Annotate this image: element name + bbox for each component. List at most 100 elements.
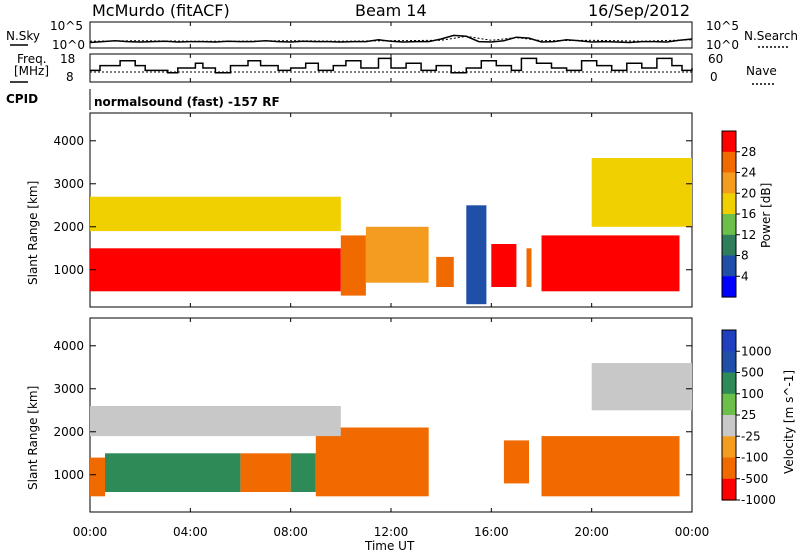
freq-left-label-1: Freq. bbox=[17, 52, 47, 66]
velocity-colorbar: 1000 500 100 25 -25 -100 -500 -1000 bbox=[721, 329, 776, 507]
colorbar-swatch bbox=[722, 457, 736, 480]
noise-right-tick-top: 10^5 bbox=[706, 19, 739, 33]
colorbar-tick-label: 1000 bbox=[741, 344, 772, 358]
colorbar-swatch bbox=[722, 131, 736, 153]
colorbar-tick-label: 28 bbox=[741, 145, 756, 159]
colorbar-swatch bbox=[722, 330, 736, 352]
power-y-label: Slant Range [km] bbox=[26, 181, 40, 285]
colorbar-tick-label: -25 bbox=[741, 429, 761, 443]
freq-right-label: Nave bbox=[746, 64, 777, 78]
colorbar-swatch bbox=[722, 372, 736, 395]
noise-left-tick-top: 10^5 bbox=[50, 19, 83, 33]
heatmap-cell bbox=[503, 440, 529, 484]
colorbar-tick-label: 16 bbox=[741, 207, 756, 221]
colorbar-swatch bbox=[722, 436, 736, 459]
power-colorbar-label: Power [dB] bbox=[759, 183, 773, 248]
noise-left-tick-bottom: 10^0 bbox=[52, 38, 85, 52]
cpid-text: normalsound (fast) -157 RF bbox=[94, 95, 280, 109]
colorbar-tick-label: 25 bbox=[741, 408, 756, 422]
colorbar-tick-label: 100 bbox=[741, 387, 764, 401]
colorbar-tick-label: 12 bbox=[741, 228, 756, 242]
noise-series-line bbox=[89, 34, 693, 44]
power-panel: 1000 2000 3000 4000 Slant Range [km] 4 8 12 16… bbox=[26, 112, 773, 308]
velocity-colorbar-label: Velocity [m s^-1] bbox=[782, 370, 796, 474]
noise-series-line bbox=[89, 35, 693, 42]
y-tick-label: 2000 bbox=[53, 425, 84, 439]
colorbar-tick-label: 24 bbox=[741, 166, 756, 180]
freq-lines bbox=[90, 57, 693, 74]
heatmap-cell bbox=[591, 363, 692, 411]
heatmap-cell bbox=[90, 406, 341, 437]
time-tick-label: 04:00 bbox=[173, 525, 208, 539]
colorbar-swatch bbox=[722, 351, 736, 374]
y-tick-label: 1000 bbox=[53, 263, 84, 277]
noise-right-tick-bottom: 10^0 bbox=[706, 38, 739, 52]
heatmap-cell bbox=[90, 196, 341, 232]
colorbar-tick-label: -100 bbox=[741, 451, 768, 465]
power-colorbar: 4 8 12 16 20 24 28 bbox=[721, 130, 756, 298]
heatmap-cell bbox=[315, 427, 429, 497]
colorbar-tick-label: 8 bbox=[741, 249, 749, 263]
time-tick-label: 00:00 bbox=[73, 525, 108, 539]
freq-left-label-2: [MHz] bbox=[14, 64, 49, 78]
noise-right-label: N.Search bbox=[744, 29, 798, 43]
heatmap-cell bbox=[541, 235, 680, 292]
y-tick-label: 3000 bbox=[53, 177, 84, 191]
heatmap-cell bbox=[591, 158, 692, 227]
y-tick-label: 1000 bbox=[53, 468, 84, 482]
y-tick-label: 4000 bbox=[53, 339, 84, 353]
heatmap-cell bbox=[541, 436, 680, 497]
freq-right-tick-bottom: 0 bbox=[710, 70, 718, 84]
colorbar-swatch bbox=[722, 393, 736, 416]
velocity-y-ticks: 1000 2000 3000 4000 bbox=[53, 339, 692, 482]
colorbar-swatch bbox=[722, 415, 736, 437]
colorbar-swatch bbox=[722, 276, 736, 298]
colorbar-tick-label: 500 bbox=[741, 366, 764, 380]
freq-series-line bbox=[90, 57, 693, 74]
colorbar-tick-label: -500 bbox=[741, 472, 768, 486]
colorbar-tick-label: 4 bbox=[741, 269, 749, 283]
colorbar-swatch bbox=[722, 172, 736, 194]
time-axis-ticks: 00:00 04:00 08:00 12:00 16:00 20:00 00:00 bbox=[73, 22, 710, 539]
time-tick-label: 00:00 bbox=[675, 525, 710, 539]
velocity-y-label: Slant Range [km] bbox=[26, 386, 40, 490]
heatmap-cell bbox=[240, 453, 291, 492]
time-tick-label: 16:00 bbox=[474, 525, 509, 539]
freq-right-tick-top: 60 bbox=[708, 52, 723, 66]
time-axis-label: Time UT bbox=[364, 539, 415, 553]
cpid-label: CPID bbox=[6, 92, 38, 106]
heatmap-cell bbox=[436, 256, 454, 287]
colorbar-swatch bbox=[722, 255, 736, 277]
velocity-panel: 1000 2000 3000 4000 Slant Range [km] 1000 50… bbox=[26, 317, 796, 513]
heatmap-cell bbox=[340, 235, 366, 296]
colorbar-swatch bbox=[722, 193, 736, 215]
time-tick-label: 12:00 bbox=[374, 525, 409, 539]
freq-left-tick-bottom: 8 bbox=[66, 70, 74, 84]
colorbar-swatch bbox=[722, 478, 736, 501]
beam-title: Beam 14 bbox=[355, 1, 427, 20]
heatmap-cell bbox=[290, 453, 316, 492]
heatmap-cell bbox=[491, 244, 517, 287]
noise-lines bbox=[89, 34, 693, 44]
heatmap-cell bbox=[365, 226, 429, 283]
date-title: 16/Sep/2012 bbox=[588, 1, 690, 20]
colorbar-swatch bbox=[722, 151, 736, 174]
y-tick-label: 3000 bbox=[53, 382, 84, 396]
heatmap-cell bbox=[90, 457, 105, 497]
colorbar-swatch bbox=[722, 234, 736, 257]
freq-left-tick-top: 18 bbox=[60, 52, 75, 66]
y-tick-label: 4000 bbox=[53, 134, 84, 148]
y-tick-label: 2000 bbox=[53, 220, 84, 234]
power-heatmap bbox=[90, 158, 692, 305]
heatmap-cell bbox=[90, 248, 341, 292]
time-tick-label: 08:00 bbox=[273, 525, 308, 539]
colorbar-tick-label: 20 bbox=[741, 186, 756, 200]
power-y-ticks: 1000 2000 3000 4000 bbox=[53, 134, 692, 277]
colorbar-tick-label: -1000 bbox=[741, 493, 776, 507]
station-title: McMurdo (fitACF) bbox=[92, 1, 230, 20]
heatmap-cell bbox=[105, 453, 241, 492]
heatmap-cell bbox=[466, 205, 487, 305]
heatmap-cell bbox=[526, 248, 532, 287]
